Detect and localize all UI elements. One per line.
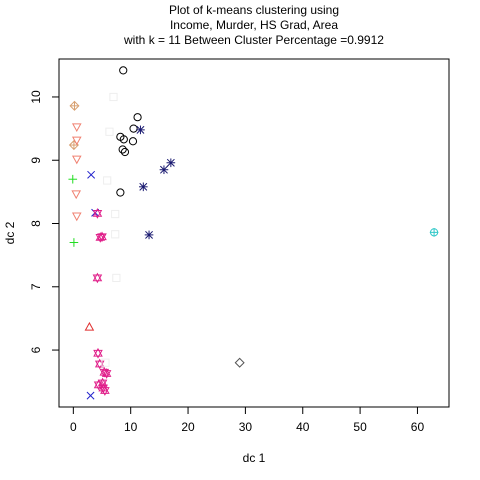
chart-title-line-3: with k = 11 Between Cluster Percentage =… bbox=[123, 33, 384, 47]
data-point bbox=[119, 135, 128, 144]
data-point bbox=[111, 209, 120, 219]
data-point bbox=[100, 385, 110, 396]
y-tick-label: 6 bbox=[29, 346, 43, 353]
x-axis-label: dc 1 bbox=[243, 451, 266, 465]
x-axis: 0 10 20 30 40 50 60 bbox=[70, 406, 425, 434]
data-point bbox=[71, 155, 82, 165]
data-point bbox=[87, 170, 96, 179]
data-point bbox=[429, 228, 439, 237]
data-point bbox=[93, 347, 103, 359]
data-point bbox=[92, 208, 103, 219]
plot-frame bbox=[58, 58, 450, 408]
data-points bbox=[68, 66, 439, 400]
data-point bbox=[128, 137, 138, 146]
data-point bbox=[84, 321, 95, 331]
x-tick-label: 50 bbox=[353, 420, 367, 434]
data-point bbox=[133, 113, 142, 122]
data-point bbox=[234, 357, 245, 368]
data-point bbox=[71, 212, 82, 222]
x-tick-label: 10 bbox=[124, 420, 138, 434]
data-point bbox=[105, 127, 114, 136]
x-tick-label: 60 bbox=[411, 420, 425, 434]
data-point bbox=[99, 366, 110, 378]
data-point bbox=[69, 238, 79, 247]
data-point bbox=[71, 123, 82, 133]
data-point bbox=[71, 190, 82, 200]
data-point bbox=[144, 230, 154, 240]
data-point bbox=[94, 358, 105, 370]
data-point bbox=[129, 124, 138, 133]
data-point bbox=[111, 230, 120, 239]
data-point bbox=[103, 176, 112, 185]
data-point bbox=[97, 231, 107, 243]
data-point bbox=[119, 66, 128, 75]
y-axis-label: dc 2 bbox=[3, 221, 17, 244]
y-tick-label: 7 bbox=[29, 283, 43, 290]
data-point bbox=[101, 358, 110, 367]
y-tick-label: 8 bbox=[29, 220, 43, 227]
y-tick-label: 10 bbox=[29, 90, 43, 104]
data-point bbox=[118, 145, 127, 154]
data-point bbox=[101, 368, 112, 379]
chart-title-line-1: Plot of k-means clustering using bbox=[169, 3, 339, 17]
data-point bbox=[92, 272, 103, 284]
chart-title-line-2: Income, Murder, HS Grad, Area bbox=[170, 18, 338, 32]
data-point bbox=[120, 147, 130, 157]
data-point bbox=[109, 92, 118, 102]
data-point bbox=[116, 188, 125, 197]
y-axis: 6 7 8 9 10 bbox=[29, 90, 60, 353]
data-point bbox=[86, 391, 95, 400]
data-point bbox=[71, 136, 82, 146]
data-point bbox=[159, 165, 169, 175]
data-point bbox=[136, 125, 145, 135]
x-tick-label: 0 bbox=[70, 420, 77, 434]
data-point bbox=[97, 377, 108, 389]
data-point bbox=[138, 182, 148, 192]
x-tick-label: 30 bbox=[239, 420, 253, 434]
data-point bbox=[112, 273, 121, 283]
data-point bbox=[166, 158, 176, 168]
x-tick-label: 20 bbox=[181, 420, 195, 434]
data-point bbox=[95, 232, 106, 243]
x-tick-label: 40 bbox=[296, 420, 310, 434]
y-tick-label: 9 bbox=[29, 157, 43, 164]
data-point bbox=[68, 174, 78, 184]
data-point bbox=[69, 100, 80, 111]
